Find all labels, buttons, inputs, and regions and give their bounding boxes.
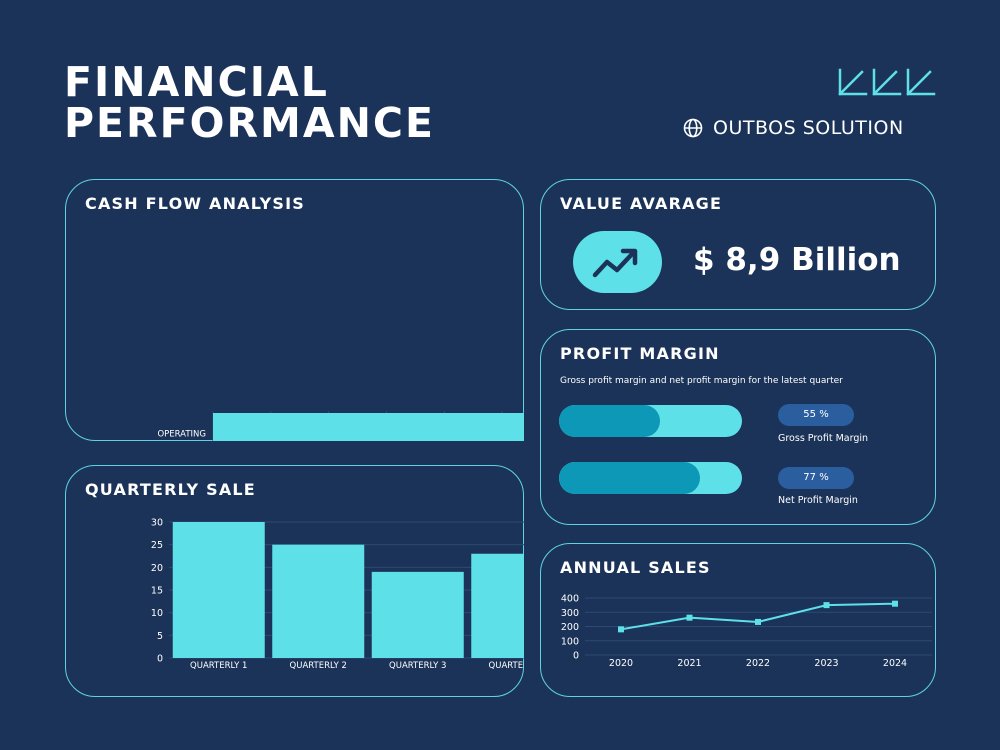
annual-sales-card: ANNUAL SALES 0 100 200 300 400 2020 2021 2022 20…: [540, 543, 936, 697]
category-label: QUARTERLY 2: [289, 661, 346, 671]
quarterly-bar: [371, 571, 464, 658]
quarterly-sale-card: QUARTERLY SALE 0 5 10 15 20 25 30 QUARTERLY 1 QU…: [65, 465, 524, 697]
page-title: FINANCIAL PERFORMANCE: [64, 62, 435, 144]
x-tick-label: 2022: [745, 658, 769, 669]
title-line-1: FINANCIAL: [64, 58, 329, 106]
y-tick-label: 5: [156, 630, 162, 641]
x-tick-label: 2020: [608, 658, 632, 669]
quarterly-sale-chart: 0 5 10 15 20 25 30 QUARTERLY 1 QUARTERLY 2 QUARTE…: [150, 517, 524, 671]
y-tick-label: 10: [150, 608, 162, 619]
category-label: QUARTERLY 4: [488, 661, 523, 671]
brand: OUTBOS SOLUTION: [683, 117, 904, 139]
category-label: QUARTERLY 3: [389, 661, 446, 671]
x-tick-label: 2024: [882, 658, 906, 669]
profit-margin-card: PROFIT MARGIN Gross profit margin and ne…: [540, 329, 936, 525]
triple-chevron-icon: [838, 68, 936, 96]
net-margin-bar: [559, 462, 742, 494]
y-tick-label: 100: [560, 636, 578, 647]
x-tick-label: 2021: [677, 658, 701, 669]
data-point: [617, 625, 624, 632]
cash-flow-chart: 051015202530OPERATINGINVESTINGFINANCINGI…: [157, 410, 524, 441]
y-tick-label: 200: [560, 622, 578, 633]
quarterly-bar: [172, 521, 265, 658]
value-amount: $ 8,9 Billion: [693, 242, 901, 278]
globe-icon: [683, 118, 703, 138]
value-average-title: VALUE AVARAGE: [560, 194, 723, 213]
annual-sales-line: [620, 602, 895, 630]
net-margin-fill: [559, 462, 700, 494]
quarterly-bar: [271, 544, 364, 658]
trending-up-icon: [592, 248, 638, 278]
gross-margin-label: Gross Profit Margin: [778, 433, 869, 444]
gross-margin-badge: 55 %: [778, 404, 854, 426]
x-tick-label: 2023: [814, 658, 838, 669]
category-label: OPERATING: [157, 429, 206, 439]
data-point: [686, 614, 692, 621]
quarterly-bar: [470, 553, 524, 658]
y-tick-label: 300: [560, 607, 578, 618]
title-line-2: PERFORMANCE: [64, 99, 436, 147]
data-point: [891, 600, 898, 607]
value-average-card: VALUE AVARAGE $ 8,9 Billion: [540, 179, 936, 310]
y-tick-label: 15: [150, 585, 162, 596]
y-tick-label: 30: [150, 517, 162, 528]
data-point: [823, 601, 829, 608]
data-point: [754, 618, 761, 625]
brand-name: OUTBOS SOLUTION: [713, 117, 904, 139]
cash-flow-title: CASH FLOW ANALYSIS: [85, 194, 306, 213]
cash-flow-bar: [212, 412, 524, 441]
y-tick-label: 0: [156, 653, 162, 664]
category-label: QUARTERLY 1: [190, 661, 247, 671]
profit-margin-subtitle: Gross profit margin and net profit margi…: [560, 376, 843, 386]
value-badge: [573, 231, 662, 293]
net-margin-badge: 77 %: [778, 467, 854, 489]
gross-margin-fill: [559, 405, 660, 437]
annual-sales-chart: 0 100 200 300 400 2020 2021 2022 2023 2024: [560, 593, 932, 669]
gross-margin-bar: [559, 405, 742, 437]
cash-flow-card: CASH FLOW ANALYSIS 051015202530OPERATING…: [65, 179, 524, 441]
quarterly-sale-title: QUARTERLY SALE: [85, 480, 256, 499]
y-tick-label: 25: [150, 540, 162, 551]
y-tick-label: 20: [150, 562, 162, 573]
y-tick-label: 400: [560, 593, 578, 604]
y-tick-label: 0: [572, 650, 578, 661]
annual-sales-title: ANNUAL SALES: [560, 558, 711, 577]
net-margin-label: Net Profit Margin: [778, 495, 858, 506]
profit-margin-title: PROFIT MARGIN: [560, 344, 720, 363]
